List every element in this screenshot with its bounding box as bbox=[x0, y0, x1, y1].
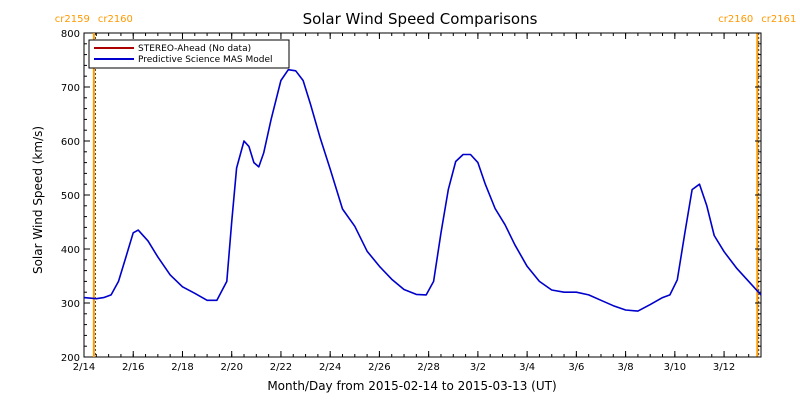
x-tick-label: 3/2 bbox=[470, 362, 486, 373]
legend-entry-label: STEREO-Ahead (No data) bbox=[138, 44, 251, 54]
y-axis-label: Solar Wind Speed (km/s) bbox=[31, 126, 45, 274]
x-tick-label: 3/8 bbox=[618, 362, 634, 373]
x-tick-label: 2/24 bbox=[319, 362, 341, 373]
y-tick-label: 500 bbox=[61, 191, 80, 202]
x-tick-label: 3/10 bbox=[664, 362, 686, 373]
x-tick-label: 2/28 bbox=[417, 362, 439, 373]
chart-title: Solar Wind Speed Comparisons bbox=[303, 10, 538, 28]
x-tick-label: 3/4 bbox=[519, 362, 535, 373]
x-tick-label: 2/16 bbox=[122, 362, 144, 373]
y-tick-label: 600 bbox=[61, 137, 80, 148]
x-tick-label: 2/18 bbox=[171, 362, 193, 373]
legend-box bbox=[88, 39, 290, 69]
plot-frame bbox=[83, 32, 762, 358]
y-tick-label: 800 bbox=[61, 29, 80, 40]
y-tick-label: 700 bbox=[61, 83, 80, 94]
x-tick-label: 3/12 bbox=[713, 362, 735, 373]
x-tick-label: 2/22 bbox=[270, 362, 292, 373]
series-line-mas-model bbox=[83, 68, 762, 312]
legend: STEREO-Ahead (No data)Predictive Science… bbox=[88, 39, 290, 69]
carrington-label-right: cr2161 bbox=[761, 14, 796, 25]
y-tick-label: 200 bbox=[61, 353, 80, 364]
legend-entry-label: Predictive Science MAS Model bbox=[138, 55, 273, 65]
carrington-label-right: cr2160 bbox=[98, 14, 133, 25]
x-tick-label: 2/14 bbox=[73, 362, 95, 373]
x-tick-label: 2/26 bbox=[368, 362, 390, 373]
x-tick-label: 2/20 bbox=[220, 362, 242, 373]
x-tick-label: 3/6 bbox=[568, 362, 584, 373]
y-tick-label: 400 bbox=[61, 245, 80, 256]
x-axis-label: Month/Day from 2015-02-14 to 2015-03-13 … bbox=[267, 379, 556, 393]
y-tick-label: 300 bbox=[61, 299, 80, 310]
carrington-label-left: cr2160 bbox=[718, 14, 753, 25]
carrington-label-left: cr2159 bbox=[55, 14, 90, 25]
